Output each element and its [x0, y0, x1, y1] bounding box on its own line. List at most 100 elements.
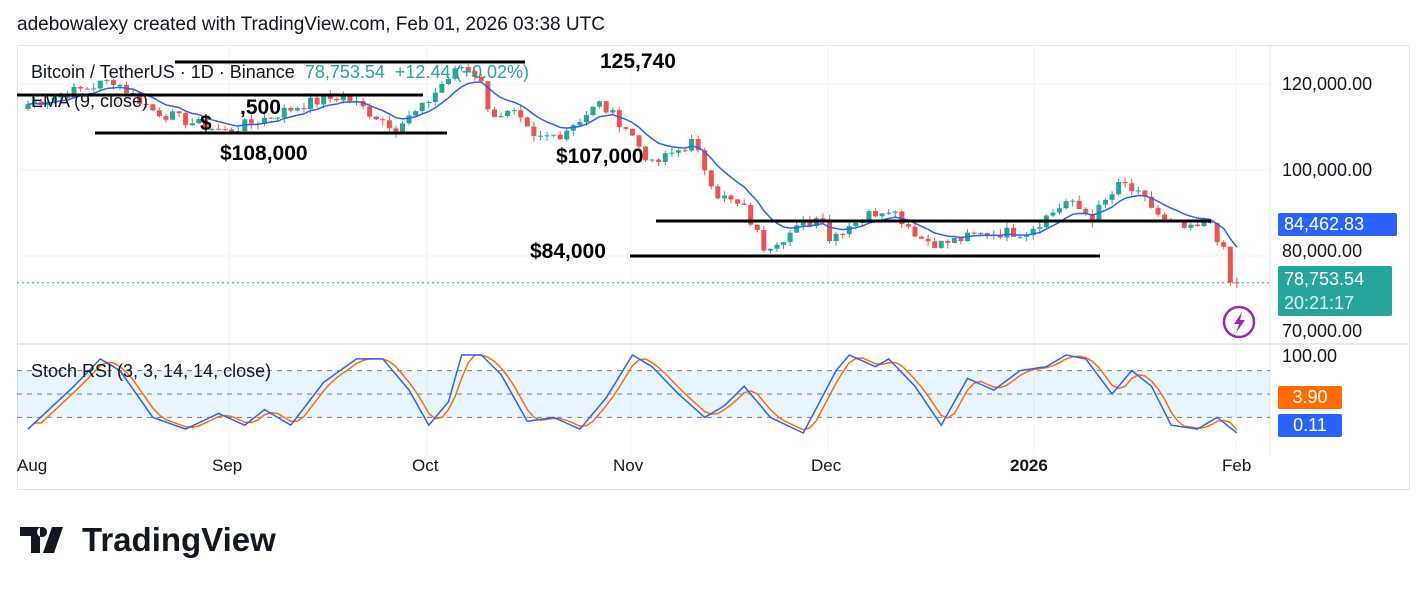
annotation-partial[interactable]: ,500 [240, 96, 281, 119]
candle [91, 88, 97, 90]
candle [32, 101, 38, 105]
candle [1221, 242, 1227, 247]
candle [623, 127, 629, 129]
countdown: 20:21:17 [1284, 293, 1355, 313]
tradingview-logo[interactable]: TradingView [20, 521, 276, 559]
candle [426, 102, 432, 104]
candle [216, 128, 222, 130]
ema-line [27, 81, 1238, 248]
candle [288, 107, 294, 111]
candle [25, 104, 31, 109]
candle [978, 232, 984, 234]
candle [616, 110, 622, 128]
candle [399, 123, 405, 133]
stoch-k-line [27, 353, 1238, 434]
candle [275, 117, 281, 119]
candle [919, 236, 925, 239]
candle [774, 244, 780, 249]
annotation-high[interactable]: 125,740 [600, 50, 676, 73]
candle [603, 101, 609, 113]
candle [1050, 212, 1056, 216]
candle [840, 233, 846, 235]
candle [485, 81, 491, 110]
candle [669, 152, 675, 154]
candle [248, 119, 254, 124]
candle [531, 126, 537, 137]
candle [794, 225, 800, 233]
candle [465, 67, 471, 72]
candle [472, 71, 478, 78]
price-tick: 100,000.00 [1282, 160, 1373, 180]
candle [557, 134, 563, 140]
candle [196, 118, 202, 124]
x-label: Oct [412, 456, 439, 475]
candle [202, 118, 208, 130]
candle [1083, 209, 1089, 215]
d-value-tag: 3.90 [1278, 386, 1342, 409]
ema-legend[interactable]: EMA (9, close) [31, 91, 149, 111]
stoch-legend[interactable]: Stoch RSI (3, 3, 14, 14, close) [31, 361, 272, 381]
candle [662, 153, 668, 162]
candle [1188, 224, 1194, 228]
candle [1017, 236, 1023, 238]
candle [1201, 221, 1207, 227]
chart-frame [17, 45, 1410, 490]
candle [702, 150, 708, 171]
candle [629, 128, 635, 136]
candle [189, 123, 195, 126]
stoch-d-line [27, 354, 1238, 431]
candle [951, 237, 957, 243]
candle [892, 211, 898, 213]
candle [675, 150, 681, 153]
candle [156, 110, 162, 117]
candle [491, 109, 497, 118]
candle [1148, 196, 1154, 208]
x-label: Nov [613, 456, 644, 475]
candle [64, 94, 70, 99]
candle [1024, 235, 1030, 237]
candle [222, 129, 228, 131]
candle [78, 86, 84, 89]
candle [938, 240, 944, 248]
candle [511, 110, 517, 112]
candle [1227, 246, 1233, 283]
candle [170, 111, 176, 120]
annotation-107000[interactable]: $107,000 [556, 145, 644, 168]
x-label: Dec [811, 456, 842, 475]
candle [1037, 227, 1043, 229]
price-tick: 70,000.00 [1282, 321, 1363, 341]
candle [1234, 282, 1240, 284]
annotation-108000[interactable]: $108,000 [220, 142, 308, 165]
candle [682, 150, 688, 152]
candle [754, 224, 760, 231]
candle [301, 108, 307, 110]
candle [281, 107, 287, 118]
x-label: 2026 [1010, 456, 1048, 475]
annotation-dollar[interactable]: $ [200, 112, 212, 135]
candle [564, 130, 570, 140]
candle [945, 240, 951, 243]
candle [1181, 221, 1187, 228]
candle [51, 97, 57, 102]
candle [925, 238, 931, 242]
candle [229, 129, 235, 132]
candle [413, 111, 419, 116]
x-label: Sep [212, 456, 243, 475]
candle [439, 83, 445, 93]
candle [1142, 190, 1148, 197]
candle [321, 95, 327, 105]
candle [741, 203, 747, 206]
lightning-icon [1234, 312, 1245, 333]
candle [886, 212, 892, 214]
candle [445, 78, 451, 84]
candle [873, 211, 879, 217]
candle [1162, 214, 1168, 220]
candle [327, 95, 333, 99]
annotation-84000[interactable]: $84,000 [530, 240, 606, 263]
candle [1011, 227, 1016, 237]
candle [590, 106, 596, 115]
candle [143, 103, 149, 105]
candle [524, 117, 530, 127]
candle [452, 68, 458, 79]
